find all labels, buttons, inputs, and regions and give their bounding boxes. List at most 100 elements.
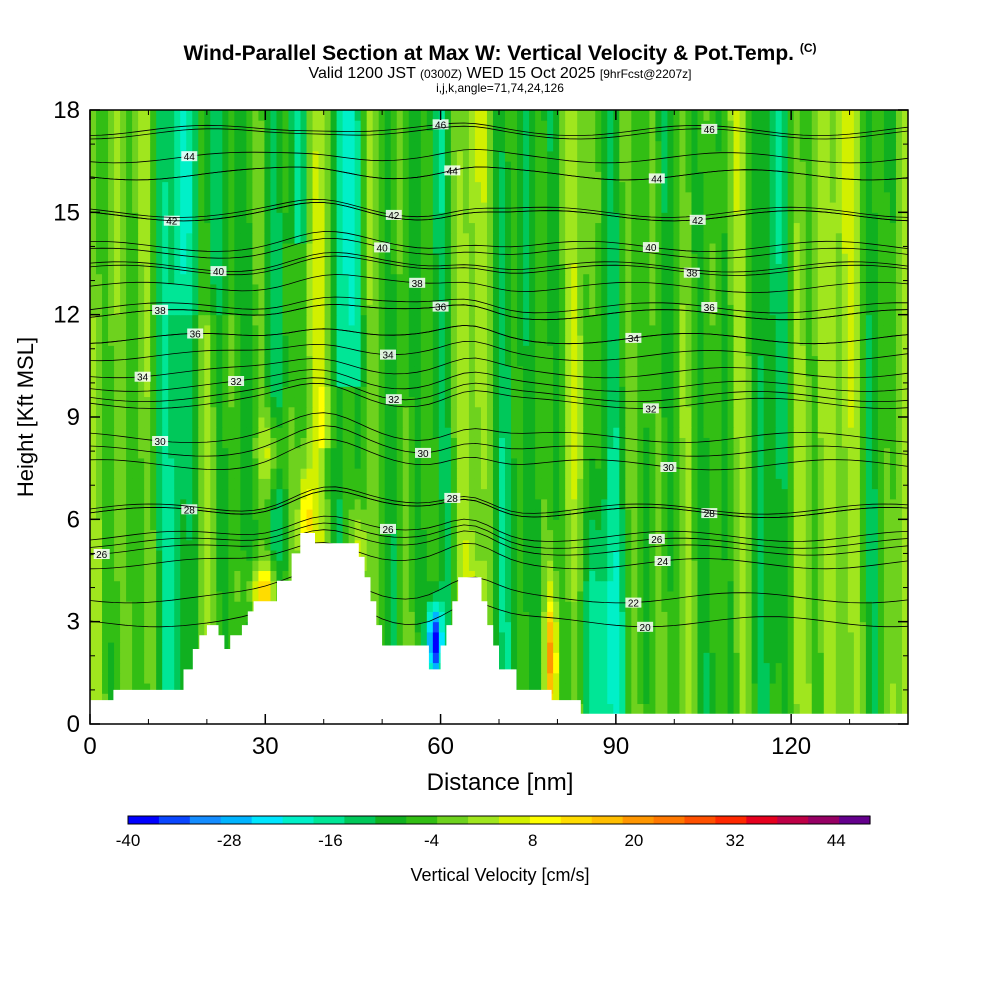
velocity-cell	[499, 509, 506, 520]
velocity-cell	[715, 355, 723, 367]
velocity-cell	[895, 590, 903, 602]
velocity-cell	[114, 662, 121, 674]
velocity-cell	[511, 376, 518, 387]
velocity-cell	[168, 427, 175, 438]
velocity-cell	[252, 427, 259, 438]
velocity-cell	[823, 509, 831, 520]
velocity-cell	[853, 478, 861, 490]
velocity-cell	[679, 683, 686, 694]
velocity-cell	[565, 570, 572, 582]
velocity-cell	[336, 396, 344, 408]
velocity-cell	[402, 468, 410, 479]
velocity-cell	[871, 529, 879, 541]
velocity-cell	[595, 560, 602, 571]
velocity-cell	[192, 580, 199, 592]
velocity-cell	[637, 693, 644, 705]
velocity-cell	[499, 417, 506, 428]
velocity-cell	[667, 560, 674, 571]
velocity-cell	[853, 498, 861, 510]
velocity-cell	[222, 590, 229, 602]
velocity-cell	[691, 376, 698, 387]
velocity-cell	[432, 488, 440, 500]
velocity-cell	[300, 509, 308, 520]
velocity-cell	[793, 365, 801, 377]
velocity-cell	[595, 345, 602, 357]
velocity-cell	[793, 468, 801, 479]
velocity-cell	[132, 539, 139, 551]
velocity-cell	[426, 560, 434, 571]
velocity-cell	[607, 672, 614, 684]
velocity-cell	[174, 652, 181, 664]
velocity-cell	[847, 652, 855, 664]
velocity-cell	[480, 560, 488, 571]
velocity-cell	[835, 693, 843, 705]
velocity-cell	[727, 406, 735, 418]
velocity-cell	[414, 509, 422, 520]
velocity-cell	[408, 406, 416, 418]
velocity-cell	[853, 611, 861, 623]
velocity-cell	[727, 560, 735, 571]
velocity-cell	[613, 355, 620, 367]
velocity-cell	[589, 683, 596, 694]
velocity-cell	[733, 488, 741, 500]
velocity-cell	[541, 672, 548, 684]
velocity-cell	[871, 590, 879, 602]
velocity-cell	[354, 386, 362, 398]
velocity-cell	[216, 478, 223, 490]
velocity-cell	[126, 468, 133, 479]
velocity-cell	[270, 355, 277, 367]
velocity-cell	[739, 417, 747, 428]
velocity-cell	[474, 570, 482, 582]
velocity-cell	[871, 642, 879, 653]
velocity-cell	[354, 478, 362, 490]
velocity-cell	[144, 611, 151, 623]
velocity-cell	[847, 539, 855, 551]
velocity-cell	[703, 570, 711, 582]
velocity-cell	[420, 539, 428, 551]
velocity-cell	[661, 509, 668, 520]
velocity-cell	[138, 539, 145, 551]
velocity-cell	[228, 529, 235, 541]
velocity-cell	[571, 539, 578, 551]
velocity-cell	[396, 601, 404, 612]
velocity-cell	[529, 406, 536, 418]
velocity-cell	[210, 437, 217, 449]
velocity-cell	[384, 621, 392, 633]
velocity-cell	[619, 396, 626, 408]
velocity-cell	[168, 601, 175, 612]
velocity-cell	[835, 376, 843, 387]
velocity-cell	[619, 683, 626, 694]
velocity-cell	[877, 427, 885, 438]
velocity-cell	[847, 417, 855, 428]
velocity-cell	[535, 672, 542, 684]
velocity-cell	[505, 355, 512, 367]
velocity-cell	[114, 498, 121, 510]
velocity-cell	[673, 693, 680, 705]
velocity-cell	[150, 601, 157, 612]
velocity-cell	[90, 539, 97, 551]
velocity-cell	[517, 457, 524, 469]
velocity-cell	[318, 468, 326, 479]
velocity-cell	[739, 519, 747, 531]
velocity-cell	[378, 365, 386, 377]
velocity-cell	[841, 396, 849, 408]
velocity-cell	[817, 570, 825, 582]
velocity-cell	[390, 580, 398, 592]
velocity-cell	[583, 570, 590, 582]
velocity-cell	[721, 529, 729, 541]
velocity-cell	[697, 498, 704, 510]
velocity-cell	[667, 580, 674, 592]
velocity-cell	[865, 683, 873, 694]
velocity-cell	[414, 376, 422, 387]
velocity-cell	[589, 345, 596, 357]
velocity-cell	[841, 683, 849, 694]
velocity-cell	[108, 478, 115, 490]
velocity-cell	[859, 457, 867, 469]
velocity-cell	[204, 519, 211, 531]
velocity-cell	[240, 365, 247, 377]
velocity-cell	[306, 509, 314, 520]
velocity-cell	[799, 560, 807, 571]
velocity-cell	[529, 529, 536, 541]
velocity-cell	[691, 396, 698, 408]
velocity-cell	[853, 550, 861, 561]
